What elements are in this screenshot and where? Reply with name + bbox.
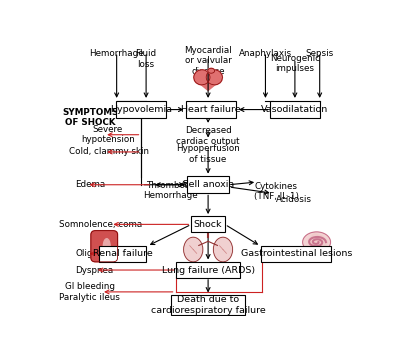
Text: Cytokines
(TNF, IL-1): Cytokines (TNF, IL-1) xyxy=(254,182,299,201)
Text: Heart failure: Heart failure xyxy=(181,105,241,114)
Text: Anaphylaxis: Anaphylaxis xyxy=(239,49,292,59)
FancyBboxPatch shape xyxy=(100,246,146,262)
Text: Renal failure: Renal failure xyxy=(93,249,153,258)
Text: Hemorrhage: Hemorrhage xyxy=(89,49,144,59)
Ellipse shape xyxy=(103,239,110,254)
Text: Vasodilatation: Vasodilatation xyxy=(261,105,328,114)
Text: Cold, clammy skin: Cold, clammy skin xyxy=(69,147,149,157)
FancyBboxPatch shape xyxy=(187,176,229,193)
FancyBboxPatch shape xyxy=(262,246,332,262)
Ellipse shape xyxy=(208,68,215,73)
Text: Shock: Shock xyxy=(194,220,222,229)
Ellipse shape xyxy=(311,234,321,245)
Ellipse shape xyxy=(314,236,324,245)
FancyBboxPatch shape xyxy=(186,101,236,118)
Ellipse shape xyxy=(309,239,320,249)
FancyBboxPatch shape xyxy=(91,231,118,262)
FancyBboxPatch shape xyxy=(270,101,320,118)
Text: Somnolence, coma: Somnolence, coma xyxy=(59,220,142,229)
Text: Oliguria: Oliguria xyxy=(76,249,110,258)
Text: Sepsis: Sepsis xyxy=(306,49,334,59)
FancyBboxPatch shape xyxy=(191,217,225,232)
FancyBboxPatch shape xyxy=(116,101,166,118)
Ellipse shape xyxy=(184,237,203,262)
Text: SYMPTOMS
OF SHOCK: SYMPTOMS OF SHOCK xyxy=(62,108,119,127)
Ellipse shape xyxy=(308,237,319,245)
Ellipse shape xyxy=(206,70,222,85)
Text: Gastrointestinal lesions: Gastrointestinal lesions xyxy=(241,249,352,258)
Text: Dyspnea: Dyspnea xyxy=(76,266,114,274)
Text: Neurogenic
impulses: Neurogenic impulses xyxy=(270,54,320,73)
Text: Hypoperfusion
of tissue: Hypoperfusion of tissue xyxy=(176,144,240,164)
Ellipse shape xyxy=(312,239,324,250)
Text: Severe
hypotension: Severe hypotension xyxy=(81,125,135,144)
Text: Decreased
cardiac output: Decreased cardiac output xyxy=(176,126,240,146)
Ellipse shape xyxy=(312,237,327,247)
FancyBboxPatch shape xyxy=(176,262,240,278)
Ellipse shape xyxy=(194,70,210,85)
Polygon shape xyxy=(195,80,222,91)
Text: GI bleeding
Paralytic ileus: GI bleeding Paralytic ileus xyxy=(59,282,120,302)
Text: Death due to
cardiorespiratory failure: Death due to cardiorespiratory failure xyxy=(151,295,266,315)
Text: Edema: Edema xyxy=(76,180,106,189)
Text: Acidosis: Acidosis xyxy=(276,195,312,204)
Ellipse shape xyxy=(213,237,232,262)
Text: Cell anoxia: Cell anoxia xyxy=(182,180,234,189)
Text: Fluid
loss: Fluid loss xyxy=(136,49,157,69)
Ellipse shape xyxy=(303,232,330,252)
Text: Lung failure (ARDS): Lung failure (ARDS) xyxy=(162,266,255,274)
FancyBboxPatch shape xyxy=(171,295,246,315)
Text: Myocardial
or valvular
disease: Myocardial or valvular disease xyxy=(184,46,232,76)
Text: Hemorrhage: Hemorrhage xyxy=(144,191,198,200)
Text: Thrombosis: Thrombosis xyxy=(146,181,196,191)
Text: Hypovolemia: Hypovolemia xyxy=(110,105,172,114)
